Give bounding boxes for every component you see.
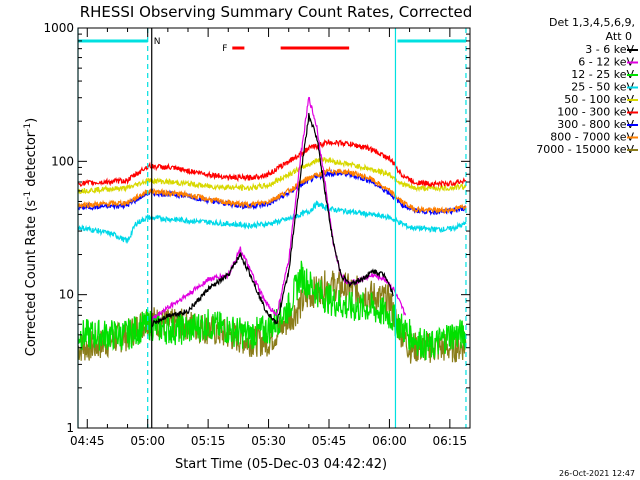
legend-label: 12 - 25 keV: [571, 68, 634, 81]
night-marker-label: N: [154, 37, 161, 47]
series-line-7000-15000-kev: [77, 270, 467, 364]
series-line-50-100-kev: [77, 156, 467, 195]
y-tick-label: 1000: [43, 21, 74, 35]
footer-date: 26-Oct-2021 12:47: [559, 469, 635, 478]
series-line-3-6-kev: [151, 112, 394, 328]
chart-title: RHESSI Observing Summary Count Rates, Co…: [80, 3, 473, 21]
y-tick-label: 10: [59, 288, 74, 302]
y-axis-label: Corrected Count Rate (s-1 detector-1): [23, 118, 39, 356]
legend-label: 100 - 300 keV: [557, 106, 634, 119]
x-tick-label: 05:45: [312, 434, 347, 448]
legend-detectors: Det 1,3,4,5,6,9,: [549, 16, 635, 29]
y-tick-label: 100: [51, 154, 74, 168]
y-tick-label: 1: [66, 421, 74, 435]
series-line-25-50-kev: [77, 199, 467, 244]
series-line-800-7000-kev: [77, 165, 467, 215]
series-line-12-25-kev: [77, 260, 467, 361]
legend-label: 50 - 100 keV: [564, 93, 634, 106]
plot-area: NF: [77, 28, 467, 428]
legend-label: 7000 - 15000 keV: [536, 143, 634, 156]
x-axis-label: Start Time (05-Dec-03 04:42:42): [175, 457, 387, 472]
legend-label: 3 - 6 keV: [585, 43, 634, 56]
x-tick-label: 06:00: [372, 434, 407, 448]
series-line-100-300-kev: [77, 138, 467, 189]
legend-attenuator: Att 0: [606, 30, 632, 43]
x-tick-label: 05:30: [251, 434, 286, 448]
legend-label: 800 - 7000 keV: [550, 131, 634, 144]
plot-frame: [77, 27, 471, 429]
legend-label: 300 - 800 keV: [557, 118, 634, 131]
x-tick-label: 05:15: [191, 434, 226, 448]
legend-label: 25 - 50 keV: [571, 81, 634, 94]
x-tick-label: 05:00: [130, 434, 165, 448]
axes: 1 10 100 1000 04:45 05:00 05:15 05:30 05:45 06:00…: [43, 21, 471, 448]
x-tick-label: 06:15: [433, 434, 468, 448]
flare-marker-label: F: [222, 44, 227, 54]
series-line-6-12-kev: [151, 96, 407, 322]
legend-label: 6 - 12 keV: [578, 56, 634, 69]
x-tick-label: 04:45: [70, 434, 105, 448]
